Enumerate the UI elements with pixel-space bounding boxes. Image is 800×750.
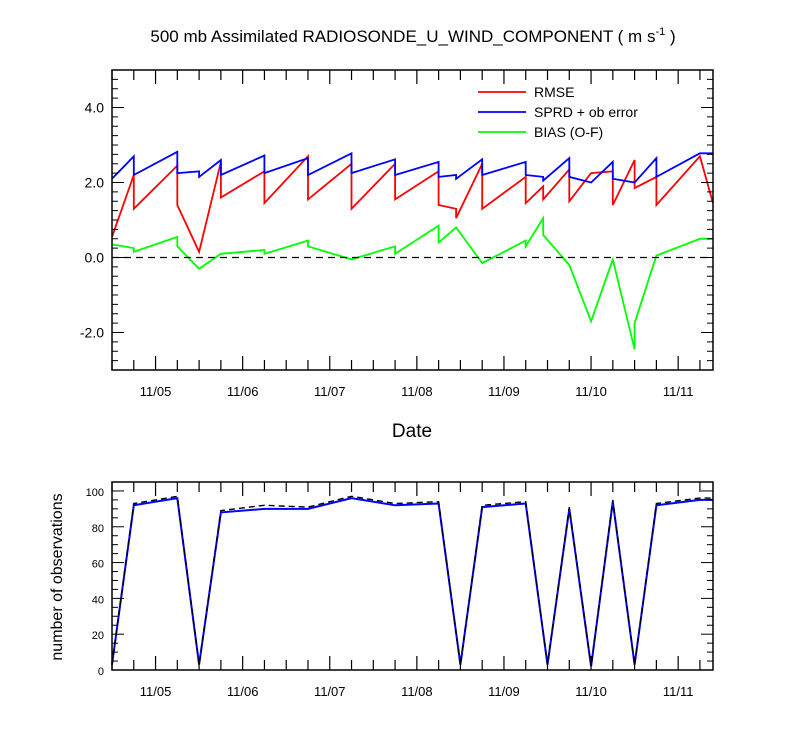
bottom-x-tick-label: 11/07: [314, 684, 346, 699]
top-panel: 11/05 11/06 11/07 11/08 11/09 11/10 11/11 4.0 2.…: [80, 69, 714, 442]
top-y-tick-label: 4.0: [85, 100, 105, 116]
top-x-tick-label: 11/11: [663, 384, 694, 399]
bottom-y-tick-label: 20: [92, 630, 104, 642]
y-axis-label-observations: number of observations: [49, 493, 66, 660]
bottom-y-tick-label: 0: [98, 666, 104, 678]
top-x-tick-label: 11/10: [575, 384, 607, 399]
title-superscript: -1: [655, 26, 665, 38]
bottom-x-tick-label: 11/06: [227, 684, 259, 699]
bottom-x-tick-label: 11/09: [488, 684, 520, 699]
top-x-tick-label: 11/05: [140, 384, 172, 399]
top-x-tick-label: 11/07: [314, 384, 346, 399]
top-x-tick-label: 11/06: [227, 384, 259, 399]
bottom-plot-frame: [111, 481, 714, 671]
legend-label-rmse: RMSE: [534, 84, 574, 100]
legend-label-bias: BIAS (O-F): [534, 124, 603, 140]
legend-label-sprd: SPRD + ob error: [534, 104, 638, 120]
bottom-axes-group: 11/05 11/06 11/07 11/08 11/09 11/10 11/11 0 20 40…: [86, 481, 713, 699]
bottom-x-tick-label: 11/08: [401, 684, 433, 699]
top-series-group: [111, 150, 714, 350]
top-y-tick-label: 2.0: [85, 175, 105, 191]
bottom-y-tick-label: 100: [86, 487, 104, 499]
chart-title: 500 mb Assimilated RADIOSONDE_U_WIND_COM…: [150, 26, 675, 46]
bottom-panel: 11/05 11/06 11/07 11/08 11/09 11/10 11/11 0 20 40…: [49, 481, 714, 699]
x-axis-label: Date: [392, 421, 432, 442]
top-y-tick-label: 0.0: [85, 250, 105, 266]
top-series-line-bias-o-f-: [111, 214, 713, 350]
top-series-line-sprd-ob-error: [111, 150, 713, 184]
bottom-series-line-obs-possible: [111, 495, 713, 667]
top-x-tick-label: 11/08: [401, 384, 433, 399]
bottom-y-tick-label: 80: [92, 523, 104, 535]
bottom-y-tick-label: 60: [92, 559, 104, 571]
bottom-y-tick-label: 40: [92, 594, 104, 606]
bottom-x-tick-label: 11/05: [140, 684, 172, 699]
top-plot-frame: [111, 69, 714, 371]
bottom-series-group: [111, 495, 713, 667]
top-x-tick-label: 11/09: [488, 384, 520, 399]
bottom-x-tick-label: 11/10: [575, 684, 607, 699]
top-y-tick-label: -2.0: [80, 325, 104, 341]
bottom-x-tick-label: 11/11: [663, 684, 694, 699]
legend: RMSE SPRD + ob error BIAS (O-F): [478, 84, 638, 140]
top-axes-group: 11/05 11/06 11/07 11/08 11/09 11/10 11/11 4.0 2.…: [80, 69, 713, 399]
